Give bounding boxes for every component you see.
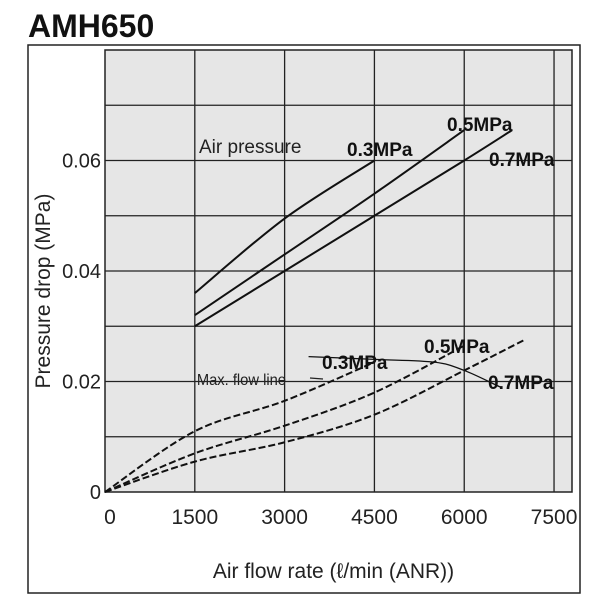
series-label: 0.7MPa <box>488 373 554 394</box>
y-tick-label: 0.02 <box>62 372 101 394</box>
group-label-air-pressure: Air pressure <box>199 137 301 158</box>
chart-frame <box>27 44 581 594</box>
y-tick-label: 0 <box>90 482 101 504</box>
series-line-thin-max-flow-line <box>308 355 501 388</box>
max-flow-leader <box>309 377 324 380</box>
group-label-max-flow: Max. flow line <box>197 371 286 389</box>
series-line-solid-0-3mpa <box>194 159 375 294</box>
x-tick-label: 1500 <box>171 506 218 529</box>
series-line-solid-0-7mpa <box>194 129 513 328</box>
x-tick-label: 3000 <box>261 506 308 529</box>
series-line-dashed-0-3mpa <box>104 361 375 493</box>
chart-title: AMH650 <box>28 8 155 44</box>
series-label: 0.3MPa <box>347 140 413 161</box>
series-line-dashed-0-5mpa <box>104 344 465 493</box>
series-label: 0.5MPa <box>447 115 513 136</box>
plot-frame <box>104 49 573 493</box>
series-label: 0.7MPa <box>489 150 555 171</box>
series-line-solid-0-5mpa <box>194 129 465 317</box>
series-label: 0.3MPa <box>322 353 388 374</box>
x-tick-label: 0 <box>104 506 116 529</box>
x-axis-label: Air flow rate (ℓ/min (ANR)) <box>213 560 454 583</box>
x-tick-label: 4500 <box>351 506 398 529</box>
x-tick-label: 6000 <box>441 506 488 529</box>
y-tick-label: 0.04 <box>62 261 101 283</box>
y-tick-label: 0.06 <box>62 151 101 173</box>
y-axis-label: Pressure drop (MPa) <box>32 194 55 389</box>
series-label: 0.5MPa <box>424 337 490 358</box>
x-tick-label: 7500 <box>531 506 578 529</box>
